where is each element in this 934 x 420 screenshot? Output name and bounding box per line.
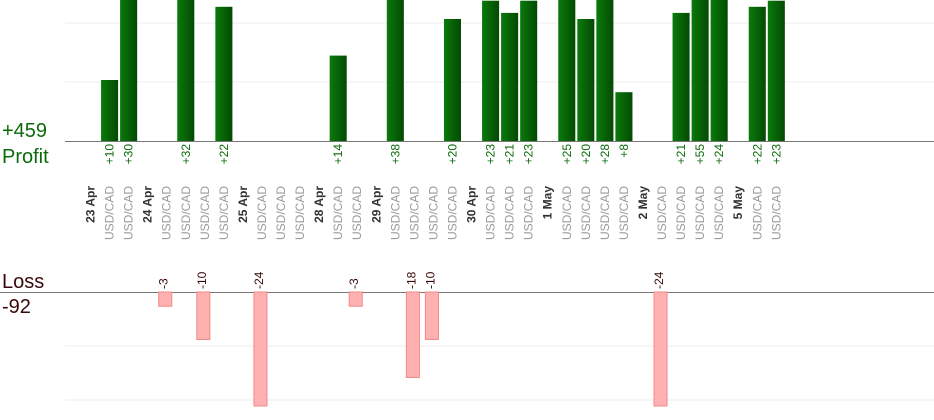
pair-label-1-2: USD/CAD xyxy=(198,186,212,240)
profit-bar-5-0 xyxy=(482,0,500,142)
profit-value-5-0: +23 xyxy=(484,144,498,165)
date-label-1: 24 Apr xyxy=(141,186,155,223)
date-label-8: 5 May xyxy=(731,186,745,220)
pair-label-7-0: USD/CAD xyxy=(655,186,669,240)
date-label-3: 28 Apr xyxy=(312,186,326,223)
loss-value-1-2: -10 xyxy=(195,271,209,289)
profit-value-6-2: +28 xyxy=(598,144,612,165)
pair-label-0-0: USD/CAD xyxy=(103,186,117,240)
gridlines xyxy=(0,22,934,401)
loss-value-2-0: -24 xyxy=(252,271,266,289)
profit-value-4-3: +20 xyxy=(445,144,459,165)
profit-bar-3-0 xyxy=(329,55,347,141)
profit-bar-6-1 xyxy=(577,19,595,141)
loss-value-1-0: -3 xyxy=(157,278,171,289)
pair-label-4-2: USD/CAD xyxy=(426,186,440,240)
profit-bar-8-1 xyxy=(767,0,785,142)
loss-bar-2-0 xyxy=(253,291,268,407)
profit-bar-1-1 xyxy=(177,0,195,141)
profit-value-1-1: +32 xyxy=(179,144,193,165)
profit-bar-5-2 xyxy=(520,0,538,142)
pair-label-1-0: USD/CAD xyxy=(160,186,174,240)
loss-bar-4-2 xyxy=(424,291,439,340)
pair-label-4-1: USD/CAD xyxy=(407,186,421,240)
loss-value-4-1: -18 xyxy=(404,271,418,289)
tick-labels: 23 Apr USD/CAD USD/CAD 24 Apr USD/CAD USD/CAD… xyxy=(84,186,784,240)
pair-label-7-1: USD/CAD xyxy=(674,186,688,240)
pair-label-5-1: USD/CAD xyxy=(503,186,517,240)
pair-label-2-2: USD/CAD xyxy=(293,186,307,240)
pair-label-1-1: USD/CAD xyxy=(179,186,193,240)
profit-value-5-2: +23 xyxy=(522,144,536,165)
loss-value-3-1: -3 xyxy=(347,278,361,289)
profit-value-6-1: +20 xyxy=(579,144,593,165)
loss-label: Loss xyxy=(2,271,44,293)
loss-total: -92 xyxy=(2,296,31,318)
date-label-7: 2 May xyxy=(636,186,650,220)
pair-label-2-0: USD/CAD xyxy=(255,186,269,240)
profit-label: Profit xyxy=(2,146,49,168)
profit-total: +459 xyxy=(2,120,47,142)
profit-bar-7-2 xyxy=(691,0,709,141)
loss-bar-3-1 xyxy=(348,291,363,307)
pair-label-6-3: USD/CAD xyxy=(617,186,631,240)
pair-label-4-0: USD/CAD xyxy=(388,186,402,240)
profit-value-0-0: +10 xyxy=(103,144,117,165)
pair-label-4-3: USD/CAD xyxy=(445,186,459,240)
profit-bar-6-0 xyxy=(558,0,576,141)
pair-label-1-3: USD/CAD xyxy=(217,186,231,240)
pair-label-3-1: USD/CAD xyxy=(350,186,364,240)
loss-bar-4-1 xyxy=(405,291,420,378)
pair-label-8-1: USD/CAD xyxy=(769,186,783,240)
profit-bar-7-3 xyxy=(710,0,728,141)
value-labels: +10 +30 -3 +32 -10 +22 -24 +14 -3 +38 -18 -10 +20 +23… xyxy=(103,144,784,289)
profit-value-7-1: +21 xyxy=(674,144,688,165)
pair-label-7-3: USD/CAD xyxy=(712,186,726,240)
pair-label-7-2: USD/CAD xyxy=(693,186,707,240)
profit-value-6-3: +8 xyxy=(617,144,631,158)
profit-value-5-1: +21 xyxy=(503,144,517,165)
profit-value-8-0: +22 xyxy=(750,144,764,165)
loss-bar-1-2 xyxy=(196,291,211,340)
pair-label-8-0: USD/CAD xyxy=(750,186,764,240)
pair-label-2-1: USD/CAD xyxy=(274,186,288,240)
profit-bar-1-3 xyxy=(215,6,233,141)
profit-value-6-0: +25 xyxy=(560,144,574,165)
date-label-2: 25 Apr xyxy=(236,186,250,223)
profit-value-1-3: +22 xyxy=(217,144,231,165)
profit-value-4-0: +38 xyxy=(388,144,402,165)
profit-bar-4-0 xyxy=(386,0,404,141)
profit-value-7-3: +24 xyxy=(712,144,726,165)
date-label-4: 29 Apr xyxy=(369,186,383,223)
pair-label-3-0: USD/CAD xyxy=(331,186,345,240)
pair-label-5-0: USD/CAD xyxy=(484,186,498,240)
loss-bar-7-0 xyxy=(653,291,668,407)
profit-bar-4-3 xyxy=(443,19,461,141)
pair-label-6-1: USD/CAD xyxy=(579,186,593,240)
profit-value-8-1: +23 xyxy=(769,144,783,165)
profit-bar-0-1 xyxy=(120,0,138,141)
pair-label-6-0: USD/CAD xyxy=(560,186,574,240)
profit-value-7-2: +55 xyxy=(693,144,707,165)
date-label-6: 1 May xyxy=(541,186,555,220)
profit-bar-8-0 xyxy=(748,6,766,141)
pair-label-0-1: USD/CAD xyxy=(122,186,136,240)
profit-value-3-0: +14 xyxy=(331,144,345,165)
profit-bar-0-0 xyxy=(101,80,119,141)
profit-bar-5-1 xyxy=(501,12,519,142)
loss-value-7-0: -24 xyxy=(652,271,666,289)
profit-bar-6-2 xyxy=(596,0,614,142)
loss-bar-1-0 xyxy=(158,291,173,307)
loss-value-4-2: -10 xyxy=(423,271,437,289)
pair-label-6-2: USD/CAD xyxy=(598,186,612,240)
bars xyxy=(101,0,785,407)
profit-bar-6-3 xyxy=(615,92,633,141)
date-label-0: 23 Apr xyxy=(84,186,98,223)
profit-value-0-1: +30 xyxy=(122,144,136,165)
profit-bar-7-1 xyxy=(672,12,690,142)
date-label-5: 30 Apr xyxy=(465,186,479,223)
pair-label-5-2: USD/CAD xyxy=(522,186,536,240)
